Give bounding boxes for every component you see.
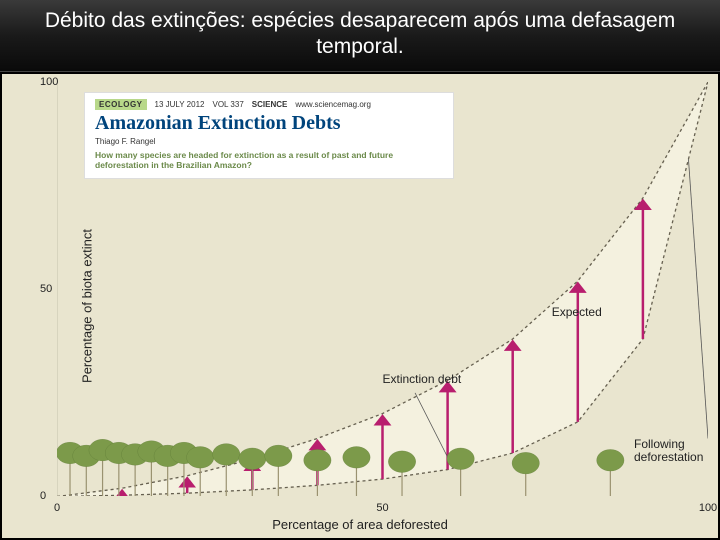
chart-annotation: Extinction debt [383,372,462,386]
citation-question: How many species are headed for extincti… [95,150,443,170]
citation-journal: SCIENCE [252,100,288,109]
chart-annotation: Expected [552,305,602,319]
citation-box: ECOLOGY 13 JULY 2012 VOL 337 SCIENCE www… [84,92,454,179]
chart-annotation: Following deforestation [634,438,714,464]
y-tick: 0 [40,490,46,502]
citation-date: 13 JULY 2012 [155,100,205,109]
citation-volume: VOL 337 [212,100,243,109]
citation-title: Amazonian Extinction Debts [95,112,443,135]
x-tick: 0 [54,502,60,514]
slide-title: Débito das extinções: espécies desaparec… [0,0,720,72]
x-tick: 50 [376,502,388,514]
x-tick: 100 [699,502,717,514]
citation-section: ECOLOGY [95,99,147,110]
y-tick: 100 [40,76,58,88]
chart-area: Percentage of biota extinct Percentage o… [2,74,718,539]
citation-author: Thiago F. Rangel [95,137,443,146]
citation-url: www.sciencemag.org [295,100,371,109]
y-tick: 50 [40,283,52,295]
x-axis-label: Percentage of area deforested [272,517,448,532]
